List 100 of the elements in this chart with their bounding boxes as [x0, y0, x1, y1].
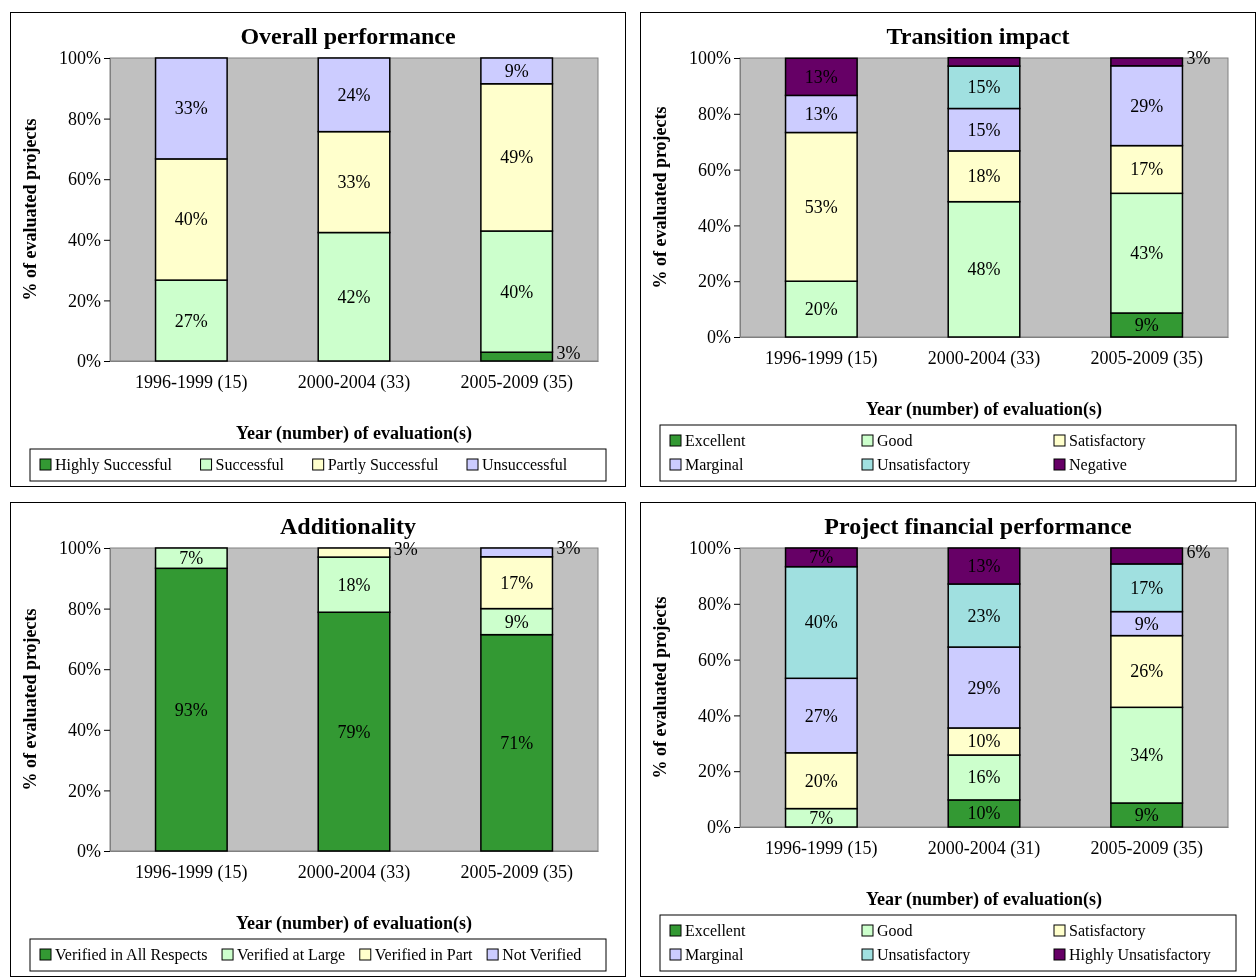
y-tick-label: 0%	[707, 817, 731, 838]
y-tick-label: 20%	[68, 290, 101, 311]
legend-label: Marginal	[685, 946, 744, 964]
data-label: 15%	[967, 119, 1001, 140]
legend-label: Unsuccessful	[482, 456, 568, 473]
data-label: 3%	[556, 342, 581, 363]
x-tick-label: 2005-2009 (35)	[460, 371, 573, 393]
x-tick-label: 2000-2004 (33)	[297, 371, 411, 393]
data-label: 29%	[967, 677, 1001, 698]
x-axis-title: Year (number) of evaluation(s)	[235, 423, 473, 444]
x-tick-label: 2000-2004 (33)	[297, 861, 411, 883]
y-tick-label: 100%	[689, 48, 731, 69]
data-label: 9%	[1134, 315, 1159, 335]
data-label: 27%	[174, 310, 208, 331]
data-label: 9%	[504, 60, 529, 81]
data-label: 18%	[337, 574, 371, 595]
legend-label: Successful	[215, 456, 285, 473]
data-label: 10%	[967, 731, 1001, 752]
legend-label: Excellent	[685, 922, 746, 939]
data-label: 15%	[967, 77, 1001, 98]
x-tick-label: 2000-2004 (33)	[927, 347, 1041, 369]
legend-label: Negative	[1069, 456, 1127, 474]
data-label: 79%	[337, 721, 371, 742]
y-tick-label: 40%	[698, 705, 731, 726]
y-tick-label: 60%	[68, 169, 101, 190]
legend-label: Good	[877, 922, 913, 939]
legend-label: Good	[877, 432, 913, 449]
data-label: 34%	[1130, 745, 1164, 766]
y-tick-label: 20%	[68, 780, 101, 801]
data-label: 29%	[1130, 95, 1164, 116]
data-label: 9%	[1134, 613, 1159, 634]
x-tick-label: 1996-1999 (15)	[765, 347, 878, 369]
y-tick-label: 80%	[698, 104, 731, 125]
y-tick-label: 60%	[698, 159, 731, 180]
data-label: 6%	[1186, 541, 1211, 562]
y-tick-label: 40%	[698, 215, 731, 236]
y-tick-label: 100%	[59, 48, 101, 69]
y-tick-label: 40%	[68, 230, 101, 251]
data-label: 33%	[337, 172, 371, 193]
x-tick-label: 1996-1999 (15)	[135, 861, 248, 883]
data-label: 7%	[809, 547, 834, 568]
y-tick-label: 100%	[689, 538, 731, 559]
legend-label: Unsatisfactory	[877, 456, 971, 474]
data-label: 7%	[179, 548, 204, 569]
legend-label: Excellent	[685, 432, 746, 449]
y-tick-label: 80%	[68, 108, 101, 129]
data-label: 42%	[337, 286, 371, 307]
legend-label: Not Verified	[502, 946, 582, 963]
y-tick-label: 60%	[698, 649, 731, 670]
data-label: 20%	[804, 299, 838, 320]
data-label: 20%	[804, 770, 838, 791]
x-axis-title: Year (number) of evaluation(s)	[865, 889, 1103, 910]
data-label: 13%	[804, 66, 838, 87]
legend-label: Verified in Part	[374, 946, 474, 963]
data-label: 13%	[967, 556, 1001, 576]
x-axis-title: Year (number) of evaluation(s)	[235, 913, 473, 934]
data-label: 7%	[809, 807, 834, 828]
data-label: 40%	[804, 612, 838, 633]
y-tick-label: 40%	[68, 720, 101, 741]
data-label: 3%	[393, 538, 418, 559]
legend-label: Verified at Large	[237, 946, 346, 964]
y-tick-label: 0%	[77, 351, 101, 372]
y-axis-title: % of evaluated projects	[650, 596, 670, 779]
chart-title: Project financial performance	[824, 513, 1133, 539]
data-label: 33%	[174, 98, 208, 119]
data-label: 13%	[804, 103, 838, 124]
data-label: 17%	[500, 572, 534, 593]
data-label: 71%	[500, 732, 534, 753]
y-tick-label: 80%	[68, 598, 101, 619]
y-axis-title: % of evaluated projects	[650, 106, 670, 289]
data-label: 3%	[1186, 47, 1211, 68]
y-tick-label: 80%	[698, 594, 731, 615]
chart-title: Transition impact	[886, 23, 1070, 49]
legend-label: Satisfactory	[1069, 432, 1146, 450]
legend-label: Unsatisfactory	[877, 946, 971, 964]
data-label: 53%	[804, 196, 838, 217]
legend-label: Satisfactory	[1069, 922, 1146, 940]
legend-label: Marginal	[685, 456, 744, 474]
data-label: 10%	[967, 803, 1001, 824]
data-label: 9%	[1134, 805, 1159, 825]
x-tick-label: 1996-1999 (15)	[765, 837, 878, 859]
y-tick-label: 20%	[698, 761, 731, 782]
y-tick-label: 0%	[77, 841, 101, 862]
y-tick-label: 20%	[698, 271, 731, 292]
y-tick-label: 100%	[59, 538, 101, 559]
data-label: 43%	[1130, 243, 1164, 264]
y-axis-title: % of evaluated projects	[20, 608, 40, 791]
data-label: 27%	[804, 705, 838, 726]
data-label: 48%	[967, 259, 1001, 280]
data-label: 23%	[967, 605, 1001, 626]
data-label: 26%	[1130, 661, 1164, 682]
data-label: 49%	[500, 147, 534, 168]
x-tick-label: 2005-2009 (35)	[460, 861, 573, 883]
data-label: 17%	[1130, 159, 1164, 180]
x-axis-title: Year (number) of evaluation(s)	[865, 399, 1103, 420]
x-tick-label: 1996-1999 (15)	[135, 371, 248, 393]
data-label: 40%	[174, 209, 208, 230]
x-tick-label: 2005-2009 (35)	[1090, 837, 1203, 859]
legend-label: Highly Successful	[55, 456, 173, 474]
data-label: 9%	[504, 611, 529, 632]
